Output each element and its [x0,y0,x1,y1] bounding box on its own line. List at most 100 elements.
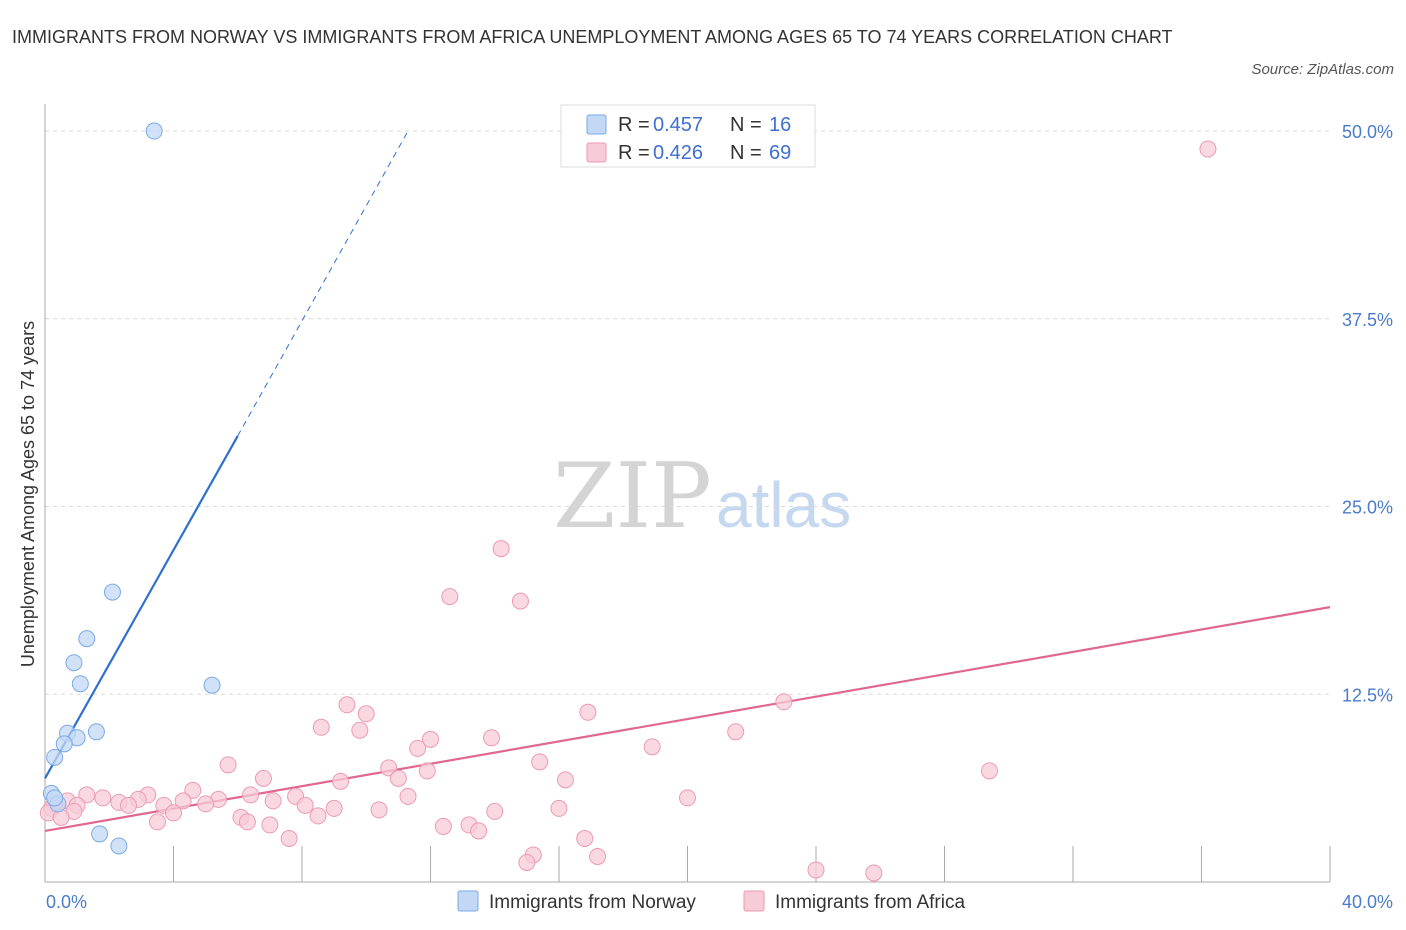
africa-point [389,769,407,787]
y-axis-title: Unemployment Among Ages 65 to 74 years [18,321,38,667]
africa-point [148,813,166,831]
africa-point [511,592,529,610]
x-tick-label: 40.0% [1342,892,1393,912]
africa-point [483,729,501,747]
africa-point [441,588,459,606]
africa-point [579,703,597,721]
africa-point [280,829,298,847]
africa-point [409,739,427,757]
chart-title: IMMIGRANTS FROM NORWAY VS IMMIGRANTS FRO… [12,27,1173,47]
x-tick-labels: 0.0% 40.0% [46,892,1393,912]
gridlines [45,130,1330,695]
norway-legend-label: Immigrants from Norway [489,892,696,913]
y-tick-label: 50.0% [1342,122,1393,142]
watermark-atlas: atlas [716,469,851,541]
norway-point [87,723,105,741]
africa-trend-line [44,606,1331,833]
africa-point [165,804,182,822]
africa-point [78,786,96,804]
africa-point [219,756,237,774]
africa-point [242,786,260,804]
y-tick-label: 12.5% [1342,685,1393,705]
norway-point [110,837,128,855]
norway-swatch [586,114,607,135]
africa-point [418,762,436,780]
africa-point [94,789,112,807]
africa-point [357,705,375,723]
norway-point [65,654,83,672]
africa-legend-swatch [743,890,765,912]
africa-point [264,792,282,810]
africa-point [254,769,272,787]
africa-point [399,787,417,805]
africa-point [576,829,594,847]
africa-swatch [586,142,607,163]
africa-point [589,847,607,865]
africa-point [325,799,343,817]
africa-point [184,781,202,799]
africa-point [296,796,314,814]
africa-point [238,813,256,831]
africa-point [380,759,398,777]
norway-point [91,825,109,843]
stats-legend: R = 0.457 N = 16 R = 0.426 N = 69 [560,104,816,168]
norway-legend-swatch [457,890,479,912]
norway-point [46,789,64,807]
africa-point [309,807,327,825]
y-tick-labels: 12.5% 25.0% 37.5% 50.0% [1342,122,1393,705]
africa-point [312,718,330,736]
africa-legend-label: Immigrants from Africa [775,892,965,913]
norway-point [55,735,73,753]
africa-point [261,816,279,834]
africa-point [174,792,192,810]
norway-trend-line [44,435,239,779]
africa-point [865,864,883,882]
africa-point [550,799,568,817]
africa-point [332,772,350,790]
africa-point [338,696,356,714]
n-label: N = [730,142,762,164]
africa-point [492,540,510,558]
trend-lines [44,130,1331,833]
n-value: 16 [769,114,791,136]
y-tick-label: 37.5% [1342,310,1393,330]
r-value: 0.426 [653,142,703,164]
africa-point [531,753,549,771]
watermark-zip: ZIP [553,444,712,549]
r-label: R = [618,114,650,136]
africa-point [351,721,369,739]
africa-point [775,693,793,711]
norway-point [103,583,121,601]
africa-point [679,789,696,807]
norway-point [71,675,89,693]
africa-point [1199,140,1217,158]
africa-point [727,723,745,741]
norway-point [78,630,96,648]
r-value: 0.457 [653,114,703,136]
norway-trend-extension [237,130,409,437]
chart-source: Source: ZipAtlas.com [1251,61,1394,78]
n-value: 69 [769,142,791,164]
norway-point [203,676,221,694]
africa-point [370,801,388,819]
africa-point [470,822,488,840]
norway-point [46,748,64,766]
africa-point [556,771,574,789]
africa-point [422,730,439,748]
africa-point [197,795,215,813]
africa-point [643,738,661,756]
africa-point [434,817,452,835]
norway-point [145,122,163,140]
r-label: R = [618,142,650,164]
watermark: ZIP atlas [553,444,851,549]
y-tick-label: 25.0% [1342,498,1393,518]
africa-point [486,802,504,820]
africa-point [807,861,825,879]
africa-point [120,796,138,814]
data-points [39,122,1217,882]
n-label: N = [730,114,762,136]
series-legend: Immigrants from Norway Immigrants from Af… [457,890,965,913]
africa-point [980,762,998,780]
africa-point [518,853,536,871]
